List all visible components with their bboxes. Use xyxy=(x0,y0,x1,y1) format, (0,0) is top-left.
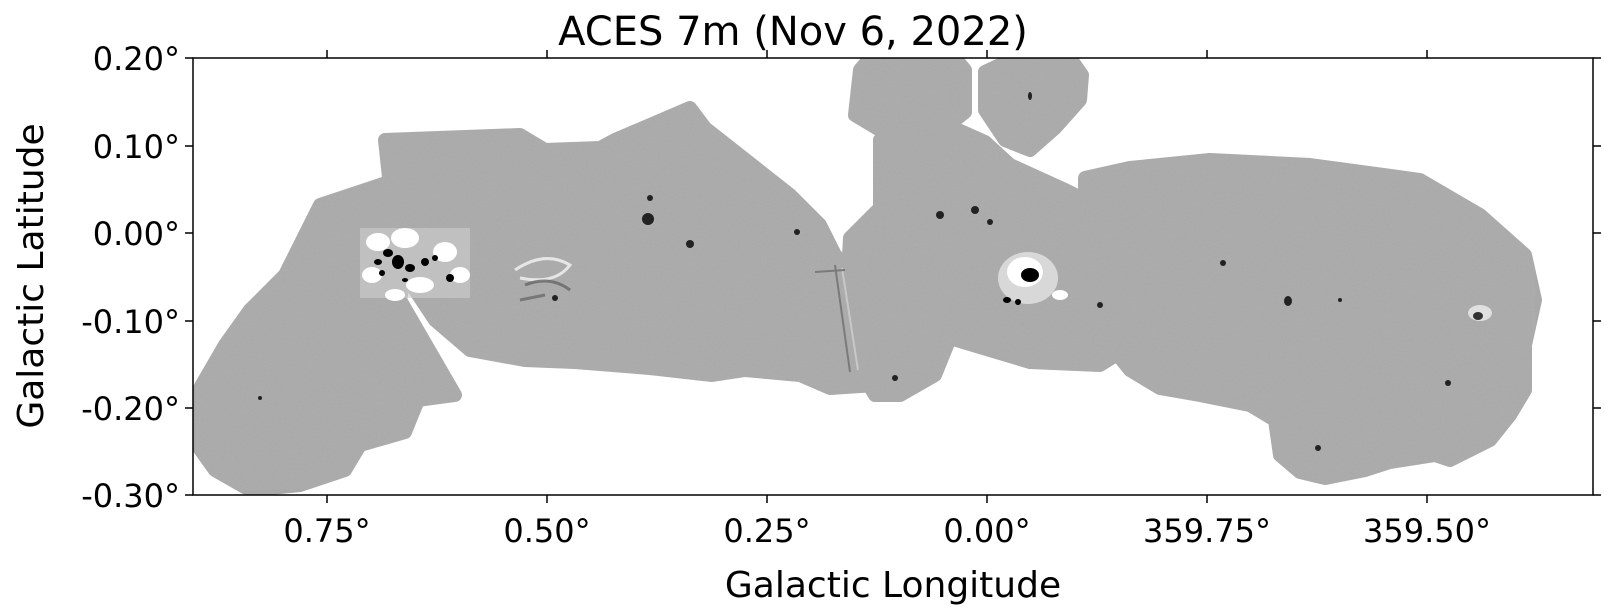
filament-feature xyxy=(514,257,573,302)
x-tick-label: 0.75° xyxy=(283,512,370,550)
intensity-map xyxy=(193,58,1542,495)
y-tick-label: 0.10° xyxy=(93,128,180,166)
source-right xyxy=(1468,305,1492,321)
x-tick-label: 0.00° xyxy=(943,512,1030,550)
y-axis xyxy=(185,57,1601,496)
chart-title: ACES 7m (Nov 6, 2022) xyxy=(558,9,1028,55)
bright-source-center xyxy=(998,252,1103,308)
y-tick-label: -0.10° xyxy=(81,303,180,341)
compact-sources xyxy=(258,92,1451,451)
y-tick-label: -0.20° xyxy=(81,390,180,428)
x-tick-label: 359.50° xyxy=(1363,512,1491,550)
y-tick-label: 0.20° xyxy=(93,40,180,78)
plot-frame xyxy=(192,57,1594,496)
y-tick-label: 0.00° xyxy=(93,215,180,253)
y-tick-labels: 0.20° 0.10° 0.00° -0.10° -0.20° -0.30° xyxy=(81,40,180,515)
x-tick-label: 0.25° xyxy=(723,512,810,550)
y-axis-label: Galactic Latitude xyxy=(11,123,52,428)
x-axis-label: Galactic Longitude xyxy=(725,565,1061,606)
streak-feature xyxy=(814,264,859,373)
x-tick-label: 0.50° xyxy=(503,512,590,550)
x-tick-labels: 0.75° 0.50° 0.25° 0.00° 359.75° 359.50° xyxy=(283,512,1491,550)
bright-source-cluster-left xyxy=(360,228,470,301)
y-tick-label: -0.30° xyxy=(81,477,180,515)
x-axis xyxy=(326,50,1428,503)
x-tick-label: 359.75° xyxy=(1143,512,1271,550)
